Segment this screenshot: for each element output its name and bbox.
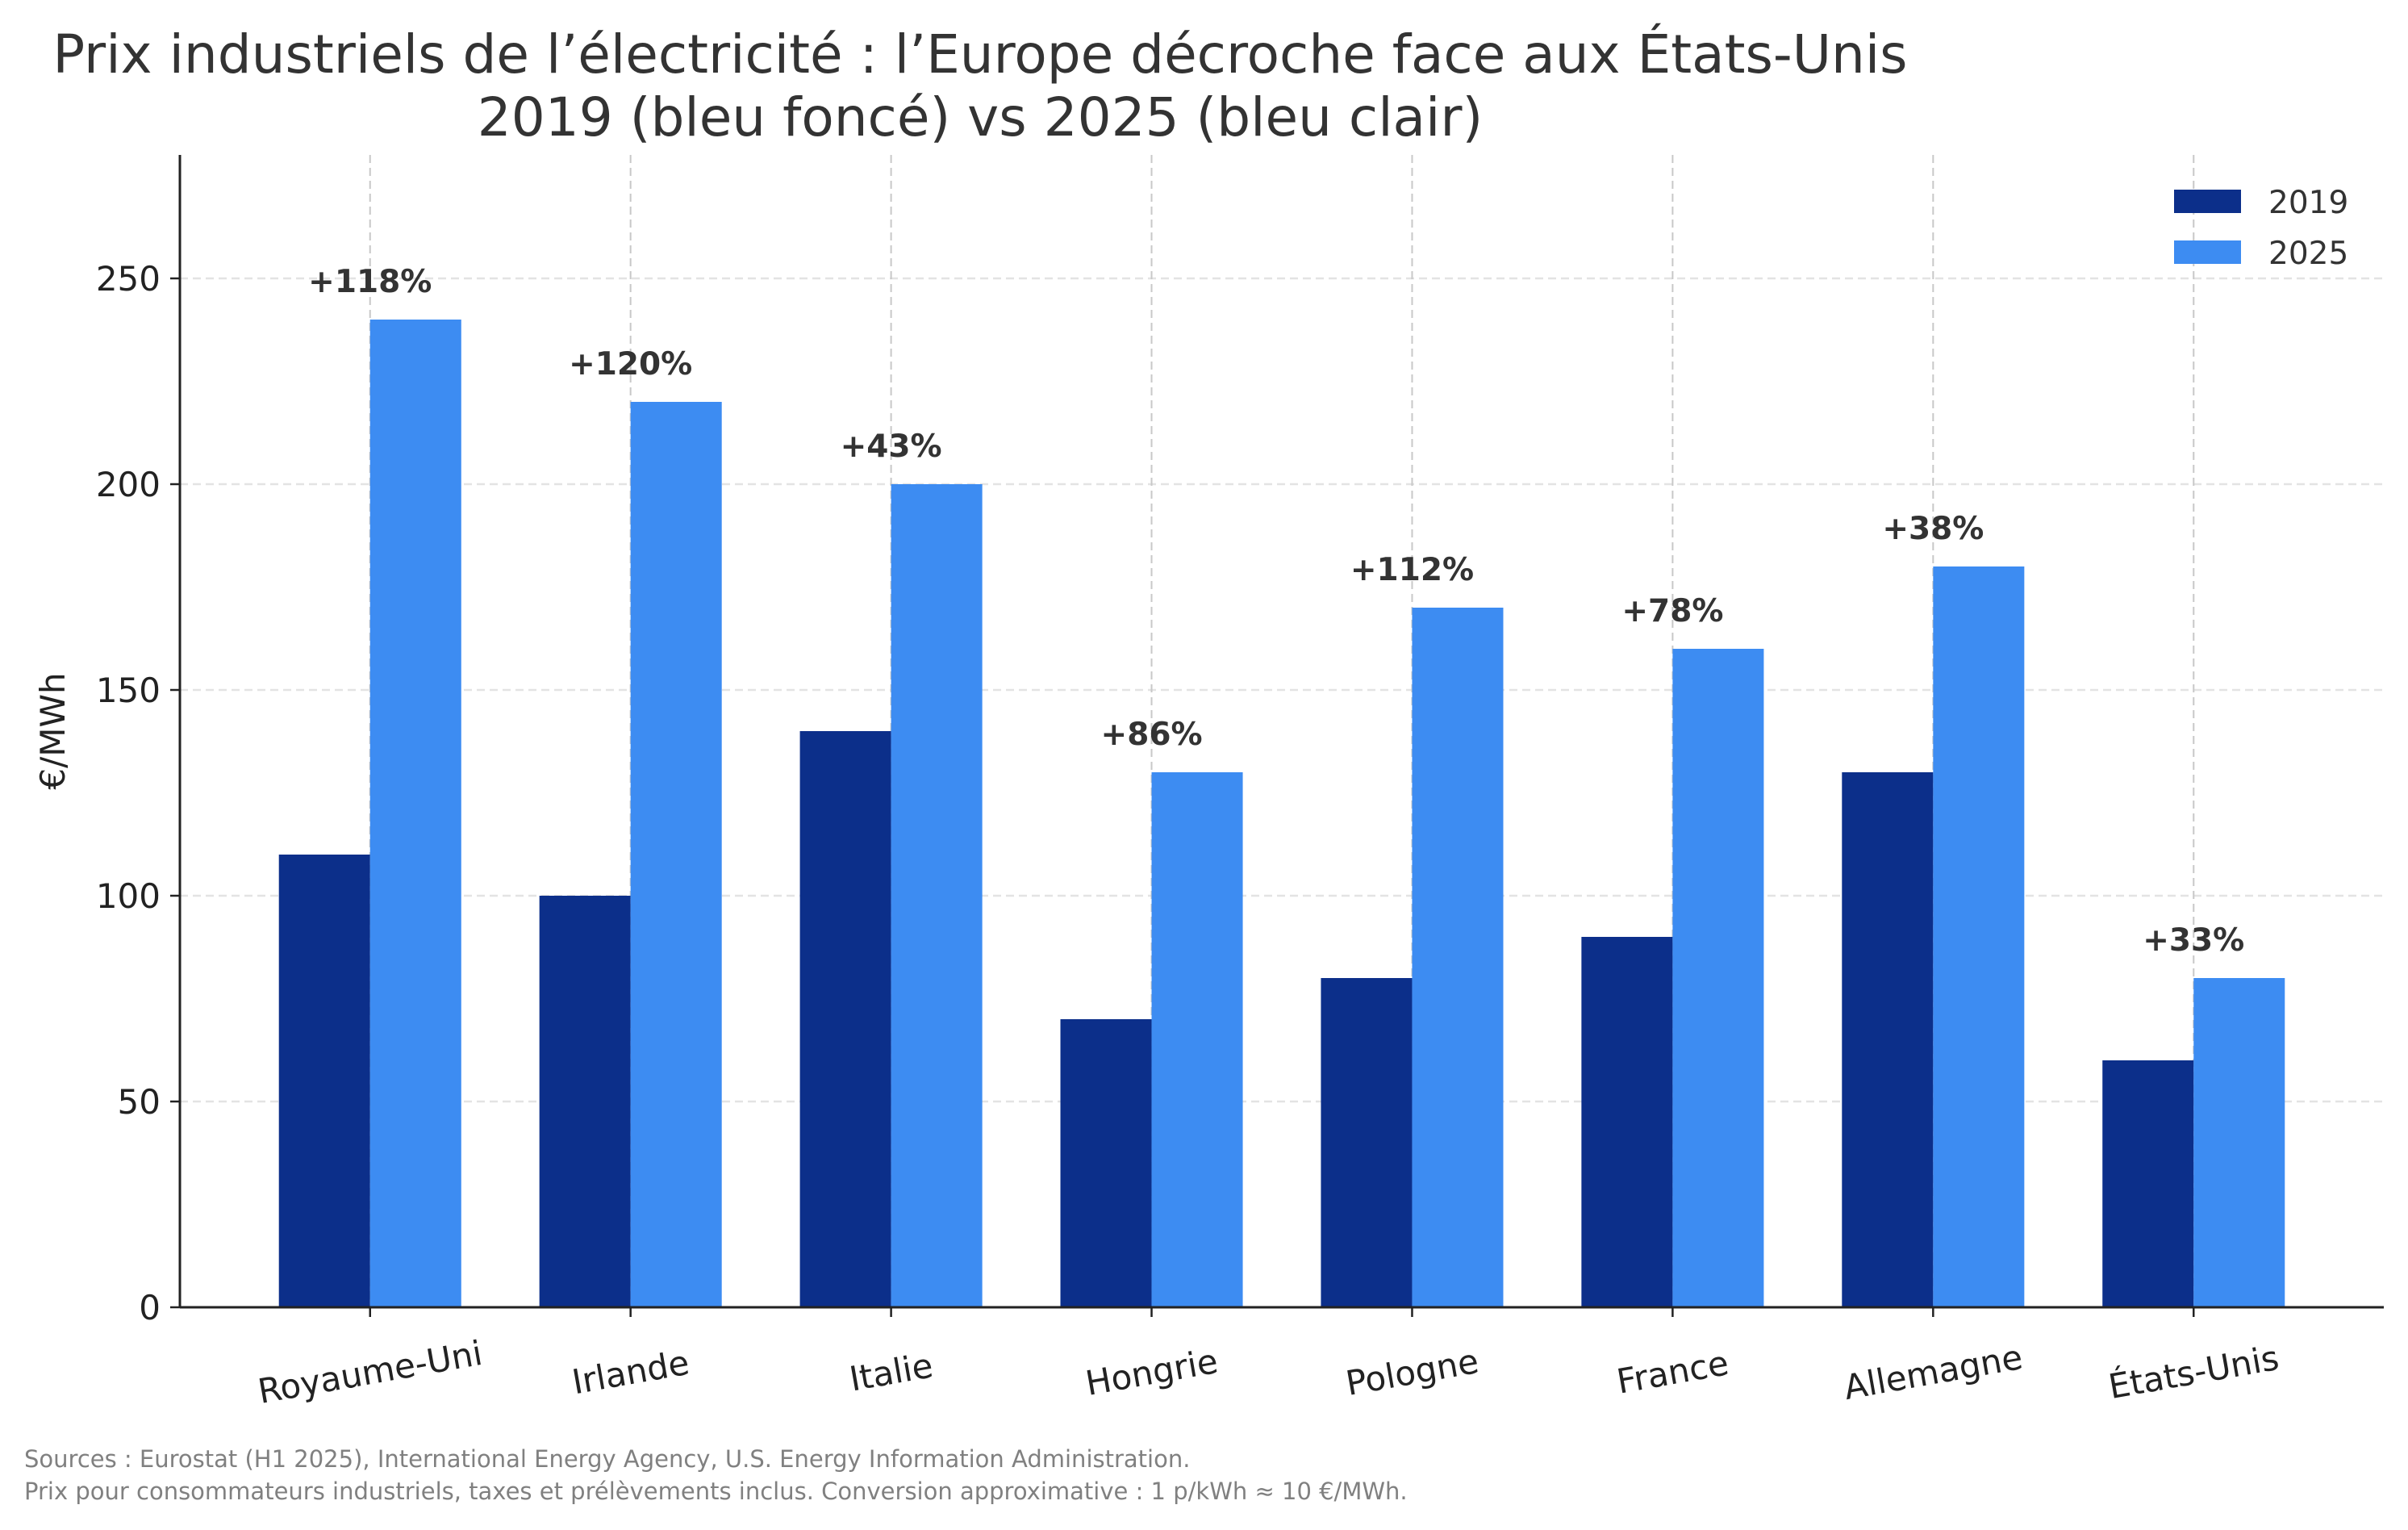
bar-2019 — [799, 731, 891, 1307]
x-tick-label: Hongrie — [1083, 1341, 1221, 1403]
bar-2025 — [1933, 566, 2025, 1307]
y-tick-label: 0 — [139, 1288, 161, 1327]
chart-subtitle: 2019 (bleu foncé) vs 2025 (bleu clair) — [478, 86, 1483, 148]
bar-2019 — [1060, 1019, 1152, 1307]
y-tick-label: 50 — [118, 1082, 161, 1122]
legend-label-2025: 2025 — [2268, 236, 2348, 272]
y-tick-label: 150 — [96, 671, 161, 710]
bar-2019 — [539, 896, 631, 1307]
y-tick-label: 250 — [96, 259, 161, 299]
x-tick-label: France — [1613, 1343, 1731, 1402]
change-annotation: +118% — [308, 264, 432, 300]
bar-2019 — [1581, 937, 1673, 1307]
chart-title: Prix industriels de l’électricité : l’Eu… — [52, 23, 1907, 86]
footer-sources: Sources : Eurostat (H1 2025), Internatio… — [24, 1445, 1190, 1473]
change-annotation: +120% — [569, 346, 692, 382]
legend: 2019 2025 — [2174, 185, 2348, 272]
bar-2025 — [2193, 978, 2285, 1307]
x-tick-label: Irlande — [570, 1343, 692, 1402]
x-tick-label: Royaume-Uni — [255, 1333, 485, 1411]
bar-2019 — [1321, 978, 1413, 1307]
bar-2025 — [1672, 649, 1764, 1307]
bar-2019 — [278, 855, 370, 1307]
change-annotation: +38% — [1882, 511, 1984, 547]
x-tick-label: États-Unis — [2105, 1337, 2282, 1407]
footer-note: Prix pour consommateurs industriels, tax… — [24, 1478, 1408, 1505]
bar-2025 — [369, 320, 461, 1307]
change-annotation: +43% — [841, 428, 942, 465]
legend-label-2019: 2019 — [2268, 185, 2348, 221]
change-annotation: +112% — [1350, 552, 1474, 588]
legend-swatch-2025 — [2174, 240, 2241, 264]
x-tick-label: Pologne — [1343, 1341, 1482, 1403]
x-tick-label: Allemagne — [1841, 1337, 2026, 1407]
bar-2025 — [1151, 772, 1243, 1307]
y-axis-label: €/MWh — [33, 672, 73, 789]
y-tick-label: 200 — [96, 465, 161, 504]
x-tick-label: Italie — [846, 1345, 936, 1398]
bar-2025 — [1412, 608, 1504, 1307]
bar-2025 — [630, 402, 722, 1307]
change-annotation: +86% — [1101, 717, 1203, 753]
y-tick-label: 100 — [96, 876, 161, 916]
legend-swatch-2019 — [2174, 190, 2241, 213]
bar-2019 — [2102, 1060, 2194, 1307]
change-annotation: +78% — [1621, 593, 1723, 629]
bar-2019 — [1842, 772, 1934, 1307]
bar-2025 — [891, 484, 983, 1307]
change-annotation: +33% — [2143, 922, 2244, 959]
